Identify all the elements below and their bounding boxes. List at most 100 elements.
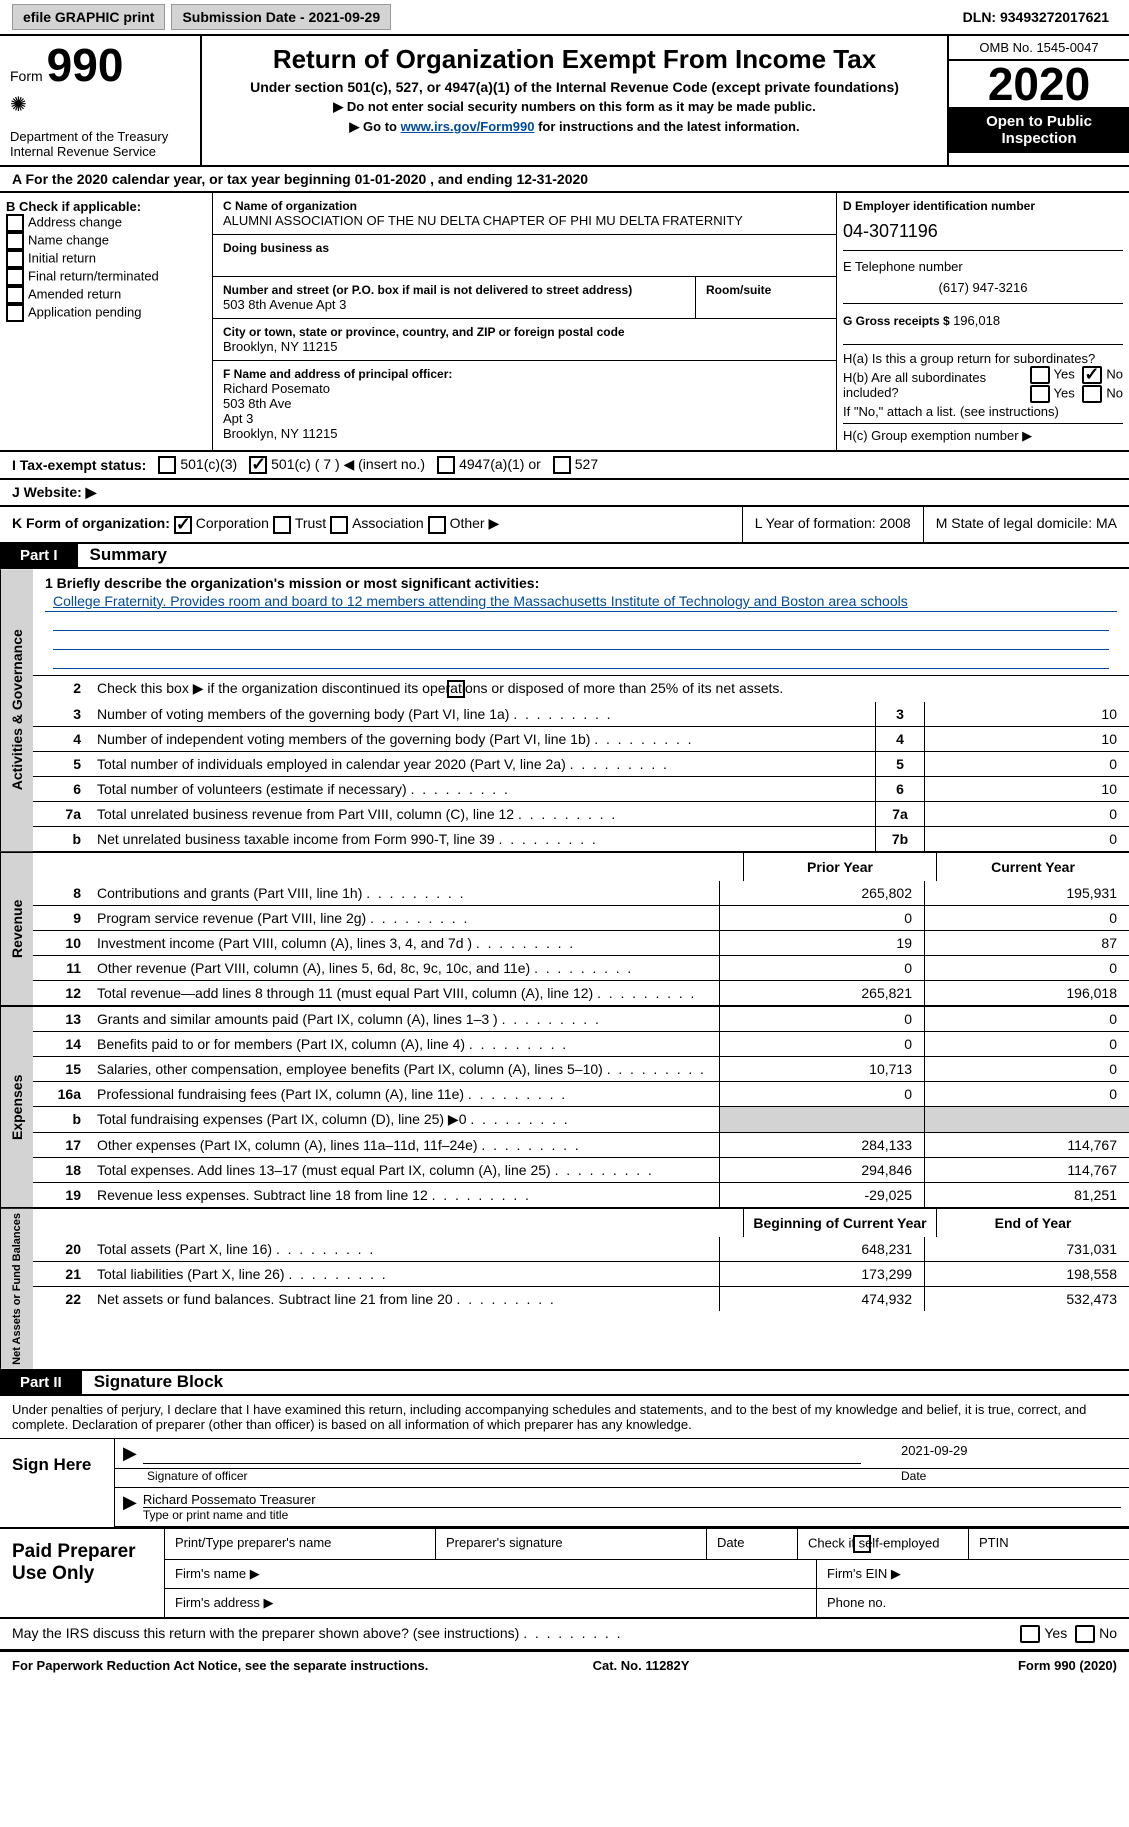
arrow-icon: ▶ xyxy=(123,1492,137,1522)
firm-ein-label: Firm's EIN ▶ xyxy=(817,1560,1129,1588)
side-revenue: Revenue xyxy=(0,853,33,1005)
page-footer: For Paperwork Reduction Act Notice, see … xyxy=(0,1651,1129,1679)
opt-501c[interactable]: 501(c) ( 7 ) ◀ (insert no.) xyxy=(249,456,425,474)
part-ii-header: Part II Signature Block xyxy=(0,1371,1129,1396)
discuss-no[interactable] xyxy=(1075,1625,1095,1643)
summary-revenue: Revenue Prior Year Current Year 8Contrib… xyxy=(0,853,1129,1007)
form-header: Form 990 ✺ Department of the Treasury In… xyxy=(0,36,1129,167)
prep-name-label: Print/Type preparer's name xyxy=(165,1529,436,1559)
perjury-declaration: Under penalties of perjury, I declare th… xyxy=(0,1396,1129,1439)
h-a: H(a) Is this a group return for subordin… xyxy=(843,351,1123,366)
top-toolbar: efile GRAPHIC print Submission Date - 20… xyxy=(0,0,1129,34)
discuss-yes[interactable] xyxy=(1020,1625,1040,1643)
side-expenses: Expenses xyxy=(0,1007,33,1207)
website-row: J Website: ▶ xyxy=(0,480,1129,507)
arrow-icon: ▶ xyxy=(123,1443,137,1464)
self-employed-checkbox[interactable] xyxy=(853,1535,871,1553)
ein-label: D Employer identification number xyxy=(843,199,1123,213)
form990-link[interactable]: www.irs.gov/Form990 xyxy=(401,119,535,134)
opt-4947[interactable]: 4947(a)(1) or xyxy=(437,456,541,474)
open-to-public: Open to Public Inspection xyxy=(949,107,1129,153)
check-initial-return[interactable]: Initial return xyxy=(6,250,206,268)
tax-period: A For the 2020 calendar year, or tax yea… xyxy=(0,167,1129,193)
firm-phone-label: Phone no. xyxy=(817,1589,1129,1617)
form-org-row: K Form of organization: Corporation Trus… xyxy=(0,507,1129,543)
prep-sig-label: Preparer's signature xyxy=(436,1529,707,1559)
form-number: 990 xyxy=(47,38,124,92)
tax-year: 2020 xyxy=(949,61,1129,107)
info-block: B Check if applicable: Address change Na… xyxy=(0,193,1129,452)
print-name-label: Type or print name and title xyxy=(143,1508,1121,1522)
sig-date: 2021-09-29 xyxy=(901,1443,1121,1464)
summary-expenses: Expenses 13Grants and similar amounts pa… xyxy=(0,1007,1129,1209)
city-label: City or town, state or province, country… xyxy=(223,325,826,339)
gross-value: 196,018 xyxy=(953,313,1000,328)
h-b-note: If "No," attach a list. (see instruction… xyxy=(843,404,1123,419)
year-formation: L Year of formation: 2008 xyxy=(742,507,923,541)
col-end: End of Year xyxy=(936,1209,1129,1237)
signature-block: Under penalties of perjury, I declare th… xyxy=(0,1396,1129,1529)
tax-exempt-row: I Tax-exempt status: 501(c)(3) 501(c) ( … xyxy=(0,452,1129,480)
prep-selfemp: Check if self-employed xyxy=(798,1529,969,1559)
check-final-return[interactable]: Final return/terminated xyxy=(6,268,206,286)
hb-yes[interactable] xyxy=(1030,385,1050,403)
officer-name: Richard Posemato xyxy=(223,381,826,396)
state-domicile: M State of legal domicile: MA xyxy=(923,507,1129,541)
opt-other[interactable]: Other ▶ xyxy=(428,515,500,531)
prep-ptin-label: PTIN xyxy=(969,1529,1129,1559)
mission-text: College Fraternity. Provides room and bo… xyxy=(45,591,1117,612)
summary-netassets: Net Assets or Fund Balances Beginning of… xyxy=(0,1209,1129,1371)
ha-yes[interactable] xyxy=(1030,366,1050,384)
ssn-warning: ▶ Do not enter social security numbers o… xyxy=(210,99,939,115)
officer-label: F Name and address of principal officer: xyxy=(223,367,826,381)
prep-date-label: Date xyxy=(707,1529,798,1559)
room-label: Room/suite xyxy=(706,283,826,297)
tel-value: (617) 947-3216 xyxy=(843,280,1123,295)
irs-logo-icon: ✺ xyxy=(10,92,190,117)
col-beginning: Beginning of Current Year xyxy=(743,1209,936,1237)
submission-btn[interactable]: Submission Date - 2021-09-29 xyxy=(171,4,391,30)
sign-here-label: Sign Here xyxy=(0,1439,115,1527)
ha-no[interactable] xyxy=(1082,366,1102,384)
street-address: 503 8th Avenue Apt 3 xyxy=(223,297,685,312)
opt-501c3[interactable]: 501(c)(3) xyxy=(158,456,237,474)
gross-label: G Gross receipts $ xyxy=(843,314,953,328)
form-title: Return of Organization Exempt From Incom… xyxy=(210,44,939,75)
tel-label: E Telephone number xyxy=(843,259,1123,274)
org-name-label: C Name of organization xyxy=(223,199,826,213)
line-2: Check this box ▶ if the organization dis… xyxy=(89,676,1129,702)
opt-assoc[interactable]: Association xyxy=(330,515,424,531)
firm-name-label: Firm's name ▶ xyxy=(165,1560,817,1588)
paperwork-notice: For Paperwork Reduction Act Notice, see … xyxy=(12,1658,428,1673)
line2-checkbox[interactable] xyxy=(447,680,465,698)
check-pending[interactable]: Application pending xyxy=(6,304,206,322)
opt-527[interactable]: 527 xyxy=(553,456,598,474)
addr-label: Number and street (or P.O. box if mail i… xyxy=(223,283,685,297)
org-name: ALUMNI ASSOCIATION OF THE NU DELTA CHAPT… xyxy=(223,213,826,228)
opt-corp[interactable]: Corporation xyxy=(174,515,269,531)
efile-label: efile GRAPHIC print xyxy=(12,4,165,30)
city-state-zip: Brooklyn, NY 11215 xyxy=(223,339,826,354)
opt-trust[interactable]: Trust xyxy=(273,515,326,531)
summary-governance: Activities & Governance 1 Briefly descri… xyxy=(0,569,1129,853)
irs-discuss-row: May the IRS discuss this return with the… xyxy=(0,1619,1129,1651)
firm-addr-label: Firm's address ▶ xyxy=(165,1589,817,1617)
sig-officer-label: Signature of officer xyxy=(147,1469,901,1483)
box-b-header: B Check if applicable: xyxy=(6,199,206,214)
h-c: H(c) Group exemption number ▶ xyxy=(843,423,1123,444)
officer-addr1: 503 8th Ave xyxy=(223,396,826,411)
part-i-header: Part I Summary xyxy=(0,544,1129,569)
col-current: Current Year xyxy=(936,853,1129,881)
department: Department of the Treasury Internal Reve… xyxy=(10,129,190,159)
hb-no[interactable] xyxy=(1082,385,1102,403)
paid-preparer: Paid Preparer Use Only Print/Type prepar… xyxy=(0,1529,1129,1619)
officer-addr2: Apt 3 xyxy=(223,411,826,426)
check-address-change[interactable]: Address change xyxy=(6,214,206,232)
officer-city: Brooklyn, NY 11215 xyxy=(223,426,826,441)
side-net: Net Assets or Fund Balances xyxy=(0,1209,33,1369)
check-amended[interactable]: Amended return xyxy=(6,286,206,304)
col-prior: Prior Year xyxy=(743,853,936,881)
dba-label: Doing business as xyxy=(223,241,826,255)
goto-link-line: ▶ Go to www.irs.gov/Form990 for instruct… xyxy=(210,119,939,135)
check-name-change[interactable]: Name change xyxy=(6,232,206,250)
